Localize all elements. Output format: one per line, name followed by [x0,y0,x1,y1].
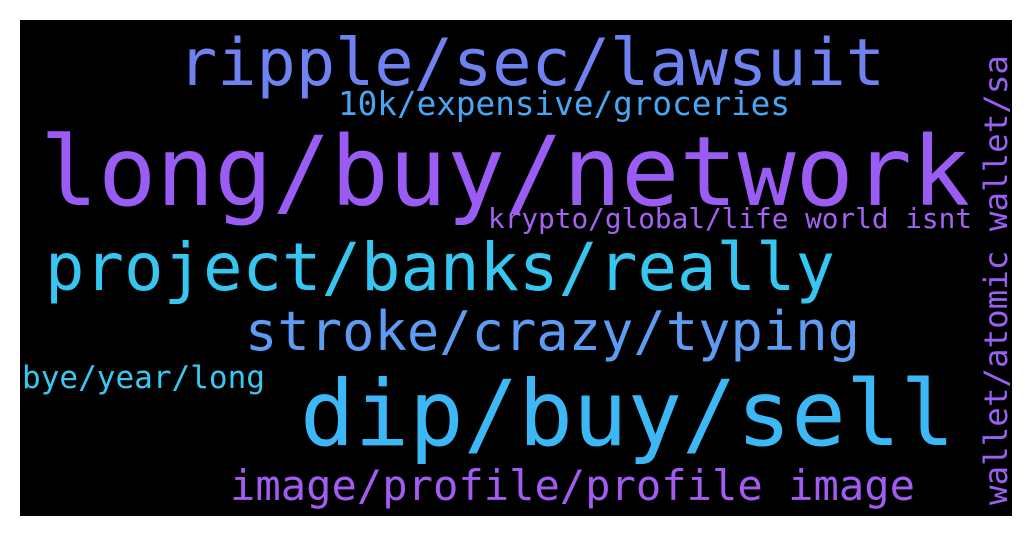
cloud-background [20,20,1012,516]
cloud-word: dip/buy/sell [300,362,955,467]
cloud-word: long/buy/network [40,116,970,228]
cloud-word: project/banks/really [45,229,835,306]
cloud-word: krypto/global/life world isnt [488,202,972,235]
cloud-word: stroke/crazy/typing [245,300,860,363]
cloud-word: ripple/sec/lawsuit [178,26,885,101]
cloud-word: 10k/expensive/groceries [338,84,790,123]
cloud-word: wallet/atomic wallet/sa [977,55,1015,505]
cloud-word: image/profile/profile image [230,461,915,510]
cloud-word: bye/year/long [22,360,265,396]
